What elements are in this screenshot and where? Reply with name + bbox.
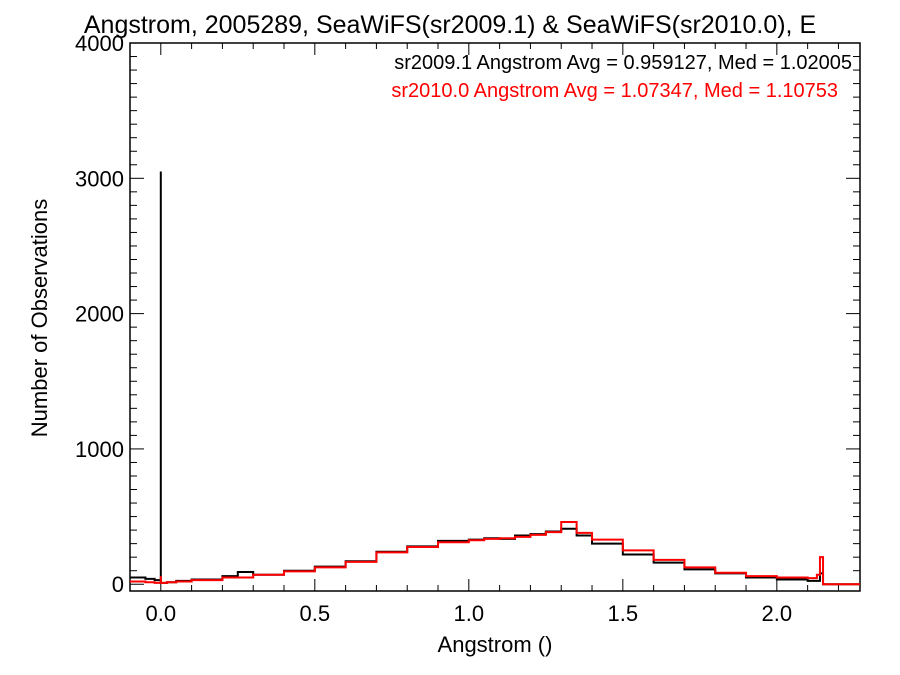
x-tick-label: 1.5 (608, 601, 639, 626)
x-axis: 0.0 0.5 1.0 1.5 2.0 (129, 43, 839, 626)
y-tick-label: 0 (112, 572, 124, 597)
chart-title: Angstrom, 2005289, SeaWiFS(sr2009.1) & S… (84, 11, 816, 39)
series-sr2010.0-line (130, 520, 860, 586)
series-layer (130, 171, 860, 586)
y-tick-label: 1000 (75, 437, 124, 462)
x-tick-label: 2.0 (762, 601, 793, 626)
y-tick-label: 3000 (75, 166, 124, 191)
x-tick-label: 1.0 (454, 601, 485, 626)
y-tick-label: 4000 (75, 31, 124, 56)
annotation-sr2010: sr2010.0 Angstrom Avg = 1.07347, Med = 1… (391, 80, 838, 102)
x-tick-label: 0.5 (300, 601, 331, 626)
series-sr2009.1-line (130, 171, 860, 586)
x-axis-label: Angstrom () (438, 632, 553, 657)
plot-frame (129, 42, 861, 592)
annotation-sr2009: sr2009.1 Angstrom Avg = 0.959127, Med = … (394, 52, 852, 74)
y-axis: 0 1000 2000 3000 4000 (75, 31, 860, 597)
y-tick-label: 2000 (75, 302, 124, 327)
x-tick-label: 0.0 (146, 601, 177, 626)
y-axis-label: Number of Observations (27, 199, 52, 437)
